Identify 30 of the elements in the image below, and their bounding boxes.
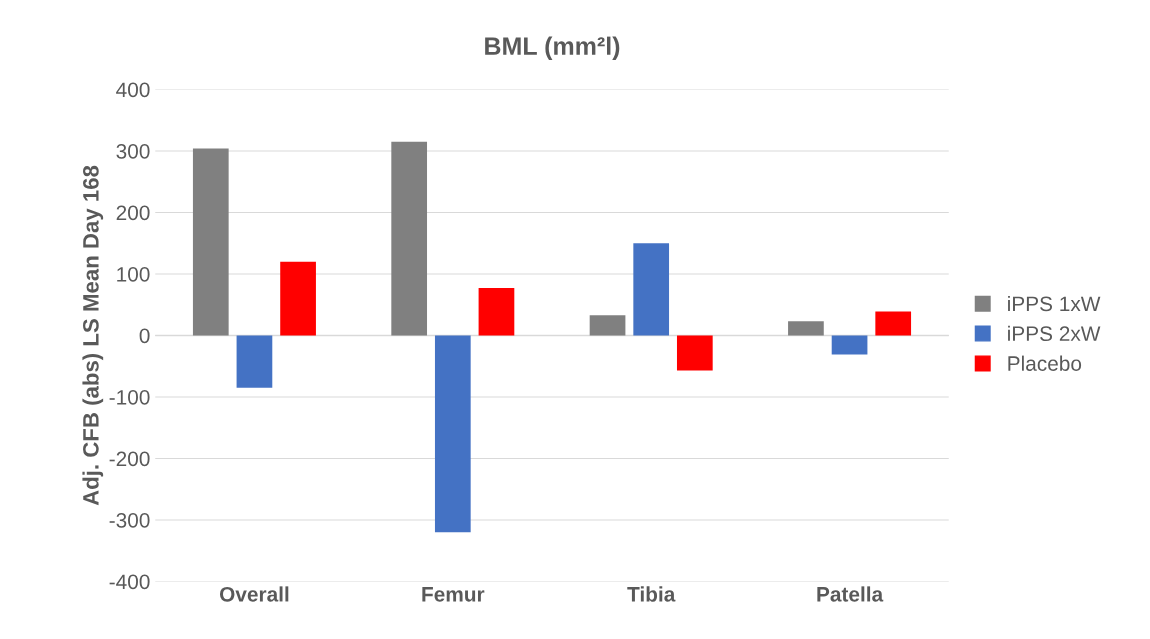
bar: [589, 315, 626, 336]
x-tick-label: Tibia: [627, 586, 676, 602]
bar: [633, 243, 670, 336]
bar: [434, 335, 471, 533]
bar: [391, 141, 428, 336]
y-tick-label: -200: [109, 451, 150, 467]
legend-label: Placebo: [1008, 355, 1082, 371]
bar: [280, 261, 316, 336]
x-tick-label: Overall: [219, 586, 289, 602]
legend-label: iPPS 1xW: [1008, 295, 1101, 312]
bar: [478, 288, 515, 336]
bar: [875, 311, 912, 336]
chart-title: BML (mm²l): [485, 36, 620, 60]
y-axis-title: Adj. CFB (abs) LS Mean Day 168: [82, 165, 104, 506]
x-tick-label: Femur: [422, 587, 485, 602]
y-tick-label: 300: [116, 143, 150, 159]
bar: [192, 148, 229, 336]
legend-label: iPPS 2xW: [1008, 325, 1101, 342]
y-tick-label: 400: [116, 82, 150, 98]
y-tick-label: -400: [109, 574, 150, 590]
y-tick-label: -300: [109, 512, 150, 528]
bar: [236, 335, 273, 388]
x-tick-label: Patella: [817, 586, 884, 602]
y-tick-label: 0: [139, 328, 150, 344]
bar: [831, 335, 868, 355]
y-tick-label: -100: [109, 389, 150, 405]
y-tick-label: 200: [116, 205, 150, 221]
bar: [788, 321, 824, 336]
y-tick-label: 100: [117, 266, 150, 282]
bar: [676, 335, 713, 371]
